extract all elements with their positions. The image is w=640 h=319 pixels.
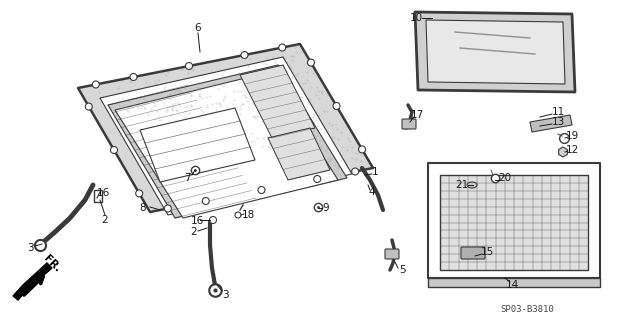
Polygon shape	[140, 108, 255, 182]
Polygon shape	[268, 128, 330, 180]
Polygon shape	[240, 65, 315, 138]
Text: SP03-B3810: SP03-B3810	[500, 305, 554, 314]
Text: 5: 5	[399, 265, 405, 275]
Text: 7: 7	[184, 173, 190, 183]
Circle shape	[307, 59, 314, 66]
Polygon shape	[426, 20, 565, 84]
FancyBboxPatch shape	[461, 247, 485, 259]
Text: 16: 16	[97, 188, 109, 198]
Polygon shape	[13, 263, 52, 300]
Circle shape	[209, 217, 216, 224]
Polygon shape	[415, 12, 575, 92]
Circle shape	[186, 63, 193, 70]
Text: 19: 19	[565, 131, 579, 141]
Text: 3: 3	[221, 290, 228, 300]
Circle shape	[111, 146, 118, 153]
Text: 18: 18	[241, 210, 255, 220]
Text: 13: 13	[552, 117, 564, 127]
Circle shape	[258, 187, 265, 194]
Polygon shape	[78, 44, 373, 212]
Circle shape	[241, 51, 248, 58]
Text: 6: 6	[195, 23, 202, 33]
Polygon shape	[108, 65, 347, 218]
Text: 1: 1	[372, 167, 378, 177]
Circle shape	[92, 81, 99, 88]
Text: 14: 14	[506, 280, 518, 290]
Circle shape	[333, 102, 340, 109]
Circle shape	[130, 73, 137, 80]
FancyBboxPatch shape	[402, 119, 416, 129]
Text: 3: 3	[27, 243, 33, 253]
Text: 17: 17	[410, 110, 424, 120]
Polygon shape	[428, 278, 600, 287]
FancyBboxPatch shape	[385, 249, 399, 259]
Circle shape	[314, 175, 321, 182]
Circle shape	[235, 212, 241, 218]
Polygon shape	[100, 57, 352, 215]
Text: 15: 15	[481, 247, 493, 257]
Polygon shape	[428, 163, 600, 278]
Text: 2: 2	[102, 215, 108, 225]
Text: 4: 4	[369, 187, 375, 197]
Text: 2: 2	[191, 227, 197, 237]
Circle shape	[136, 190, 143, 197]
FancyBboxPatch shape	[94, 190, 102, 202]
Text: 9: 9	[323, 203, 330, 213]
Text: 12: 12	[565, 145, 579, 155]
Text: 20: 20	[499, 173, 511, 183]
Circle shape	[358, 146, 365, 153]
Text: 16: 16	[190, 216, 204, 226]
Polygon shape	[440, 175, 588, 270]
Circle shape	[202, 197, 209, 204]
Circle shape	[164, 205, 172, 212]
Text: 10: 10	[410, 13, 422, 23]
Polygon shape	[530, 115, 572, 132]
Text: 8: 8	[140, 203, 147, 213]
Text: 11: 11	[552, 107, 564, 117]
Circle shape	[279, 44, 285, 51]
Text: 21: 21	[456, 180, 468, 190]
Ellipse shape	[467, 182, 477, 188]
Circle shape	[351, 168, 358, 175]
Circle shape	[85, 103, 92, 110]
Polygon shape	[115, 72, 338, 218]
Text: FR.: FR.	[42, 253, 63, 274]
